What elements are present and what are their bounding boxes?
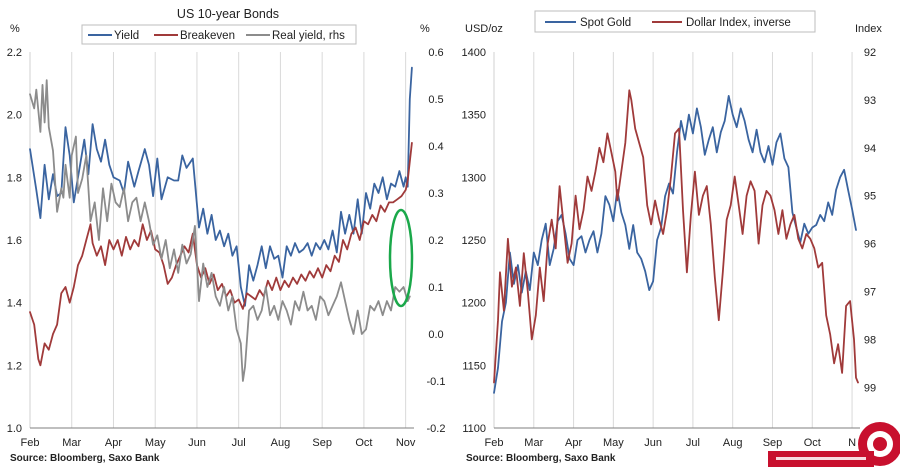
gold-x-tick-label: Apr	[565, 437, 582, 449]
bond-source-note: Source: Bloomberg, Saxo Bank	[10, 453, 160, 464]
gold-left-tick-label: 1300	[462, 172, 486, 184]
gold-left-tick-label: 1200	[462, 298, 486, 310]
series-line-breakeven	[29, 141, 413, 367]
legend-label-real-yield: Real yield, rhs	[272, 30, 345, 42]
gold-right-axis-unit: Index	[855, 23, 882, 35]
gold-left-tick-label: 1250	[462, 235, 486, 247]
gold-right-tick-label: 94	[864, 143, 876, 155]
bond-x-tick-label: May	[145, 437, 166, 449]
gold-right-tick-label: 96	[864, 239, 876, 251]
series-line-dollar-index-inverse	[493, 89, 859, 384]
bond-x-tick-label: Oct	[355, 437, 372, 449]
bond-right-tick-label: 0.3	[428, 188, 443, 200]
gold-chart: USD/oz Index Spot Gold Dollar Index, inv…	[462, 10, 882, 464]
bond-right-tick-label: 0.6	[428, 47, 443, 59]
gold-x-tick-label: Jun	[644, 437, 662, 449]
bond-x-tick-label: Jul	[232, 437, 246, 449]
gold-x-ticks: Feb Mar Apr May Jun Jul Aug Sep Oct N	[485, 437, 857, 449]
gold-right-tick-label: 97	[864, 286, 876, 298]
bond-left-axis-unit: %	[10, 23, 20, 35]
bond-x-tick-label: Apr	[105, 437, 122, 449]
bond-x-tick-label: Aug	[271, 437, 291, 449]
bond-left-tick-label: 1.6	[7, 235, 22, 247]
gold-series	[493, 89, 859, 394]
legend-label-spot-gold: Spot Gold	[580, 17, 631, 29]
bond-left-tick-label: 1.0	[7, 423, 22, 435]
watermark-logo	[768, 422, 900, 467]
gold-left-tick-label: 1150	[462, 360, 486, 372]
legend-label-breakeven: Breakeven	[180, 30, 235, 42]
gold-x-tick-label: May	[603, 437, 624, 449]
bond-right-tick-label: 0.2	[428, 235, 443, 247]
bond-grid	[71, 52, 407, 428]
legend-label-yield: Yield	[114, 30, 139, 42]
bond-x-tick-label: Jun	[188, 437, 206, 449]
bond-right-tick-label: 0.4	[428, 141, 443, 153]
bond-x-tick-label: Feb	[21, 437, 40, 449]
bond-left-tick-label: 1.8	[7, 172, 22, 184]
gold-x-tick-label: Mar	[524, 437, 543, 449]
bond-right-tick-label: 0.1	[428, 282, 443, 294]
bond-chart-title: US 10-year Bonds	[177, 7, 279, 21]
gold-grid	[533, 52, 853, 428]
gold-x-tick-label: Sep	[763, 437, 783, 449]
gold-x-tick-label: Oct	[804, 437, 821, 449]
bond-right-tick-label: 0.5	[428, 94, 443, 106]
bond-left-tick-label: 2.2	[7, 47, 22, 59]
bond-x-tick-label: Nov	[396, 437, 416, 449]
gold-left-ticks: 1400 1350 1300 1250 1200 1150 1100	[462, 47, 486, 435]
gold-left-tick-label: 1400	[462, 47, 486, 59]
gold-right-tick-label: 93	[864, 95, 876, 107]
legend-label-dollar-index: Dollar Index, inverse	[686, 17, 791, 29]
bond-right-tick-label: -0.1	[427, 376, 446, 388]
series-line-real-yield-rhs	[29, 79, 411, 382]
highlight-ellipse	[388, 208, 414, 308]
bond-left-tick-label: 1.2	[7, 360, 22, 372]
bond-x-tick-label: Mar	[62, 437, 81, 449]
series-line-yield	[29, 66, 413, 307]
bond-left-tick-label: 1.4	[7, 298, 22, 310]
gold-right-ticks: 92 93 94 95 96 97 98 99	[864, 47, 876, 394]
gold-right-tick-label: 95	[864, 191, 876, 203]
bond-chart: US 10-year Bonds % % Yield Breakeven Rea…	[7, 7, 446, 464]
gold-x-tick-label: Feb	[485, 437, 504, 449]
bond-right-axis-unit: %	[420, 23, 430, 35]
gold-x-tick-label: Jul	[686, 437, 700, 449]
bond-right-tick-label: -0.2	[427, 423, 446, 435]
gold-left-tick-label: 1100	[462, 423, 486, 435]
bond-left-tick-label: 2.0	[7, 110, 22, 122]
bond-left-ticks: 2.2 2.0 1.8 1.6 1.4 1.2 1.0	[7, 47, 22, 435]
gold-right-tick-label: 92	[864, 47, 876, 59]
gold-x-tick-label: N	[848, 437, 856, 449]
gold-right-tick-label: 98	[864, 334, 876, 346]
gold-x-tick-label: Aug	[723, 437, 743, 449]
bond-x-tick-label: Sep	[312, 437, 332, 449]
bond-series	[29, 66, 413, 382]
gold-left-axis-unit: USD/oz	[465, 23, 503, 35]
gold-right-tick-label: 99	[864, 382, 876, 394]
bond-right-tick-label: 0.0	[428, 329, 443, 341]
gold-source-note: Source: Bloomberg, Saxo Bank	[466, 453, 616, 464]
gold-left-tick-label: 1350	[462, 110, 486, 122]
bond-right-ticks: 0.6 0.5 0.4 0.3 0.2 0.1 0.0 -0.1 -0.2	[427, 47, 446, 435]
bond-x-ticks: Feb Mar Apr May Jun Jul Aug Sep Oct Nov	[21, 437, 416, 449]
bond-legend-box	[81, 24, 357, 45]
